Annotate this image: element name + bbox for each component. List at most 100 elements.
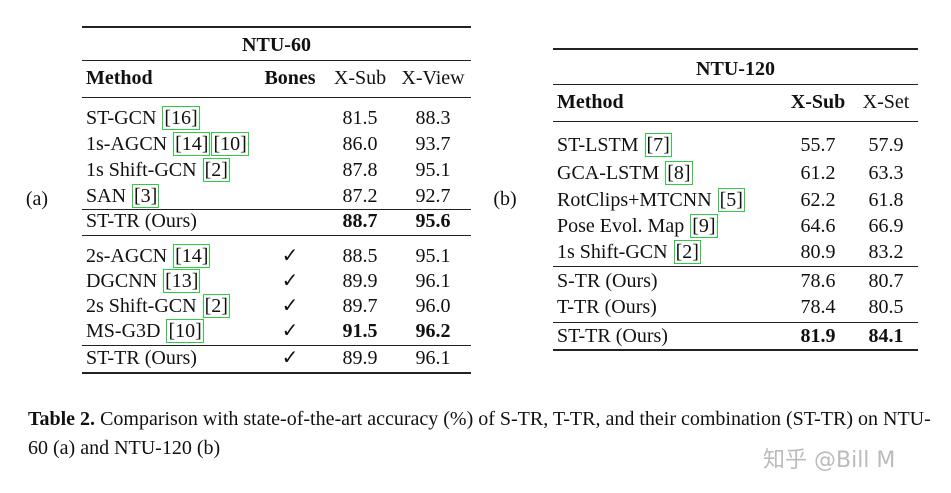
column-header: X-View [401, 67, 465, 89]
cell-value: 96.0 [415, 295, 451, 317]
citation: [16] [162, 106, 200, 130]
cell-value: 78.6 [800, 270, 836, 292]
caption-label: Table 2. [28, 408, 96, 430]
rule [553, 266, 918, 267]
caption-text: Comparison with state-of-the-art accurac… [28, 408, 931, 459]
rule [82, 26, 471, 28]
cell-value: 89.7 [342, 295, 378, 317]
checkmark: ✓ [281, 347, 299, 369]
citation: [2] [673, 240, 701, 264]
method: 2s Shift-GCN [2] [86, 294, 230, 318]
cell-value: 64.6 [800, 215, 836, 237]
cell-value: 95.1 [415, 159, 451, 181]
method: ST-TR (Ours) [86, 210, 197, 232]
cell-value: 80.9 [800, 241, 836, 263]
caption: Table 2. Comparison with state-of-the-ar… [28, 405, 933, 463]
cell-value: 61.2 [800, 162, 836, 184]
method: SAN [3] [86, 184, 160, 208]
method: ST-GCN [16] [86, 106, 200, 130]
cell-value: 81.9 [800, 325, 836, 347]
cell-value: 87.2 [342, 185, 378, 207]
citation: [14] [173, 244, 211, 268]
table-label: (a) [25, 188, 49, 210]
citation: [14] [173, 132, 211, 156]
citation: [8] [665, 161, 693, 185]
cell-value: 89.9 [342, 270, 378, 292]
cell-value: 61.8 [868, 189, 904, 211]
checkmark: ✓ [281, 295, 299, 317]
cell-value: 92.7 [415, 185, 451, 207]
method: ST-LSTM [7] [557, 133, 672, 157]
method: RotClips+MTCNN [5] [557, 188, 745, 212]
cell-value: 83.2 [868, 241, 904, 263]
method: S-TR (Ours) [557, 270, 658, 292]
method: ST-TR (Ours) [557, 325, 668, 347]
citation: [7] [644, 133, 672, 157]
cell-value: 63.3 [868, 162, 904, 184]
table-title: NTU-60 [242, 34, 311, 56]
table-label: (b) [493, 188, 517, 210]
cell-value: 91.5 [342, 320, 378, 342]
cell-value: 88.5 [342, 245, 378, 267]
method: ST-TR (Ours) [86, 347, 197, 369]
rule [82, 209, 471, 210]
cell-value: 88.7 [342, 210, 378, 232]
cell-value: 86.0 [342, 133, 378, 155]
cell-value: 81.5 [342, 107, 378, 129]
method: DGCNN [13] [86, 269, 201, 293]
citation: [2] [202, 294, 230, 318]
method: 1s-AGCN [14] [10] [86, 132, 249, 156]
cell-value: 66.9 [868, 215, 904, 237]
citation: [9] [690, 214, 718, 238]
method: Pose Evol. Map [9] [557, 214, 718, 238]
checkmark: ✓ [281, 320, 299, 342]
column-header: X-Sub [790, 91, 846, 113]
rule [82, 372, 471, 374]
checkmark: ✓ [281, 270, 299, 292]
citation: [13] [163, 269, 201, 293]
rule [82, 345, 471, 346]
rule [553, 121, 918, 122]
cell-value: 80.7 [868, 270, 904, 292]
method: MS-G3D [10] [86, 319, 204, 343]
method: 1s Shift-GCN [2] [557, 240, 701, 264]
cell-value: 96.1 [415, 347, 451, 369]
method: 1s Shift-GCN [2] [86, 158, 230, 182]
cell-value: 96.1 [415, 270, 451, 292]
rule [82, 60, 471, 61]
cell-value: 95.1 [415, 245, 451, 267]
method: T-TR (Ours) [557, 296, 657, 318]
checkmark: ✓ [281, 245, 299, 267]
cell-value: 84.1 [868, 325, 904, 347]
rule [82, 97, 471, 98]
table-title: NTU-120 [696, 58, 775, 80]
citation: [10] [166, 319, 204, 343]
cell-value: 95.6 [415, 210, 451, 232]
cell-value: 87.8 [342, 159, 378, 181]
cell-value: 88.3 [415, 107, 451, 129]
citation: [10] [211, 132, 249, 156]
column-header: X-Set [862, 91, 910, 113]
rule [553, 322, 918, 323]
column-header: X-Sub [333, 67, 387, 89]
cell-value: 55.7 [800, 134, 836, 156]
cell-value: 57.9 [868, 134, 904, 156]
rule [82, 235, 471, 236]
cell-value: 80.5 [868, 296, 904, 318]
rule [553, 48, 918, 50]
cell-value: 78.4 [800, 296, 836, 318]
column-header: Method [557, 91, 624, 113]
rule [553, 349, 918, 351]
citation: [3] [132, 184, 160, 208]
column-header: Bones [264, 67, 316, 89]
cell-value: 62.2 [800, 189, 836, 211]
cell-value: 89.9 [342, 347, 378, 369]
citation: [2] [202, 158, 230, 182]
method: 2s-AGCN [14] [86, 244, 211, 268]
rule [553, 84, 918, 85]
cell-value: 96.2 [415, 320, 451, 342]
cell-value: 93.7 [415, 133, 451, 155]
method: GCA-LSTM [8] [557, 161, 693, 185]
citation: [5] [717, 188, 745, 212]
